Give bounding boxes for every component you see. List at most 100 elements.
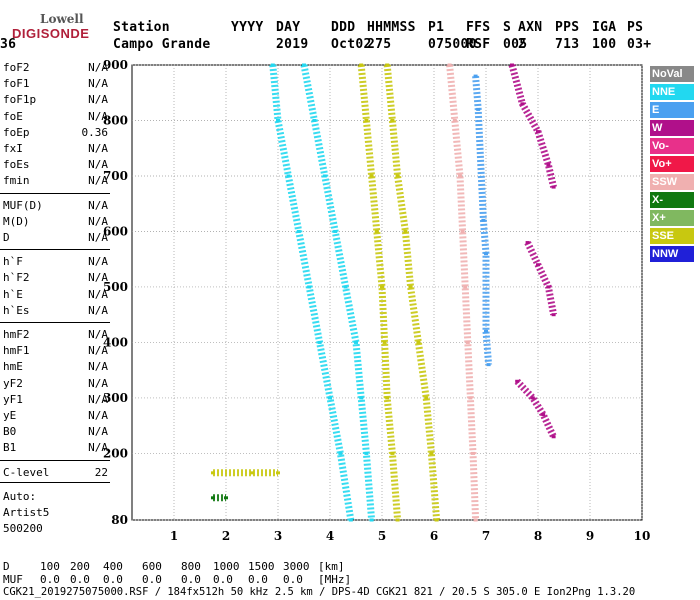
param-name: MUF(D) <box>3 198 43 212</box>
echo-point <box>484 252 488 256</box>
echo-point <box>224 496 228 500</box>
logo-digisonde: DIGISONDE <box>12 26 90 41</box>
header-label: DDD <box>331 20 356 35</box>
param-value: N/A <box>88 231 108 244</box>
param-value: N/A <box>88 287 108 301</box>
echo-trace-w <box>508 64 558 188</box>
auto-number: 500200 <box>3 521 43 535</box>
echo-point <box>416 340 421 344</box>
echo-trace-sse <box>383 64 441 521</box>
legend-item: W <box>650 120 694 136</box>
footer-d-value: 100 <box>40 560 60 573</box>
echo-point <box>385 63 390 67</box>
header-label: P1 <box>428 20 445 35</box>
y-tick-label: 200 <box>103 446 128 460</box>
header-label: AXN <box>518 20 543 35</box>
echo-point <box>471 451 475 455</box>
echo-point <box>211 471 215 475</box>
footer-d-value: 400 <box>103 560 123 573</box>
x-tick-label: 5 <box>378 529 386 543</box>
param-name: yF2 <box>3 376 23 390</box>
panel-divider <box>0 481 110 483</box>
legend-item: Vo+ <box>650 156 694 172</box>
header-value: 713 <box>555 37 580 52</box>
y-tick-label: 600 <box>103 224 128 238</box>
param-value: N/A <box>88 77 108 91</box>
logo-lowell: Lowell <box>40 12 84 26</box>
echo-point <box>369 518 374 522</box>
echo-point <box>541 413 546 417</box>
param-name: M(D) <box>3 214 30 228</box>
param-name: yE <box>3 409 17 422</box>
param-name: fxI <box>3 142 23 155</box>
param-name: D <box>3 231 10 244</box>
y-tick-label: 500 <box>103 280 128 294</box>
legend-item: E <box>650 102 694 118</box>
echo-point <box>395 518 400 522</box>
param-value: N/A <box>88 409 108 422</box>
header-value: 03+ <box>627 37 652 52</box>
echo-point <box>536 130 540 134</box>
header-value: Oct02 <box>331 37 372 52</box>
echo-point <box>465 340 470 344</box>
param-value: N/A <box>88 214 108 228</box>
echo-point <box>536 263 540 267</box>
footer-d-value: 800 <box>181 560 201 573</box>
echo-point <box>395 174 400 178</box>
param-name: yF1 <box>3 392 23 406</box>
echo-point <box>520 102 525 106</box>
echo-point <box>468 396 473 400</box>
echo-point <box>276 118 280 122</box>
header-value: 005 <box>503 37 528 52</box>
panel-divider <box>0 192 110 194</box>
x-tick-label: 9 <box>586 529 594 543</box>
echo-point <box>286 174 291 178</box>
legend-item: NoVal <box>650 66 694 82</box>
plot-frame <box>131 64 643 521</box>
param-value: 0.36 <box>81 125 109 139</box>
param-value: N/A <box>88 198 108 212</box>
echo-point <box>424 396 429 400</box>
echo-point <box>551 313 556 317</box>
param-value: N/A <box>88 61 108 74</box>
echo-point <box>390 451 395 455</box>
echo-point <box>250 471 254 475</box>
param-name: hmF1 <box>3 344 30 358</box>
echo-point <box>481 218 486 222</box>
param-name: B0 <box>3 425 17 439</box>
footer-muf-label: MUF <box>3 573 23 586</box>
echo-point <box>380 285 384 289</box>
param-value: N/A <box>88 441 108 455</box>
param-value: N/A <box>88 344 108 358</box>
echo-point <box>408 285 413 289</box>
footer-muf-value: [MHz] <box>318 573 352 586</box>
param-name: foF1p <box>3 93 37 107</box>
param-name: hmE <box>3 360 23 374</box>
echo-point <box>211 496 215 500</box>
echo-point <box>364 451 369 455</box>
echo-point <box>354 340 358 344</box>
echo-point <box>551 185 556 189</box>
echo-point <box>530 396 535 400</box>
header-label: PS <box>627 20 644 35</box>
echo-point <box>486 363 491 367</box>
echo-point <box>460 229 465 233</box>
echo-point <box>333 229 338 233</box>
echo-trace-ssw <box>446 64 480 521</box>
footer-d-value: 600 <box>142 560 162 573</box>
echo-point <box>317 340 322 344</box>
param-name: foEs <box>3 158 30 172</box>
param-value: N/A <box>88 142 108 155</box>
header-label: HHMMSS <box>367 20 416 35</box>
param-name: fmin <box>3 174 30 188</box>
echo-point <box>382 340 387 344</box>
echo-point <box>312 118 317 122</box>
clevel-value: 22 <box>94 465 108 479</box>
echo-trace-nne <box>269 64 355 521</box>
header-value: 36 <box>0 37 17 52</box>
footer-muf-value: 0.0 <box>213 573 233 586</box>
header-label: Station <box>113 20 170 35</box>
echo-point <box>348 518 353 522</box>
header-label: S <box>503 20 512 35</box>
header-label: IGA <box>592 20 617 35</box>
